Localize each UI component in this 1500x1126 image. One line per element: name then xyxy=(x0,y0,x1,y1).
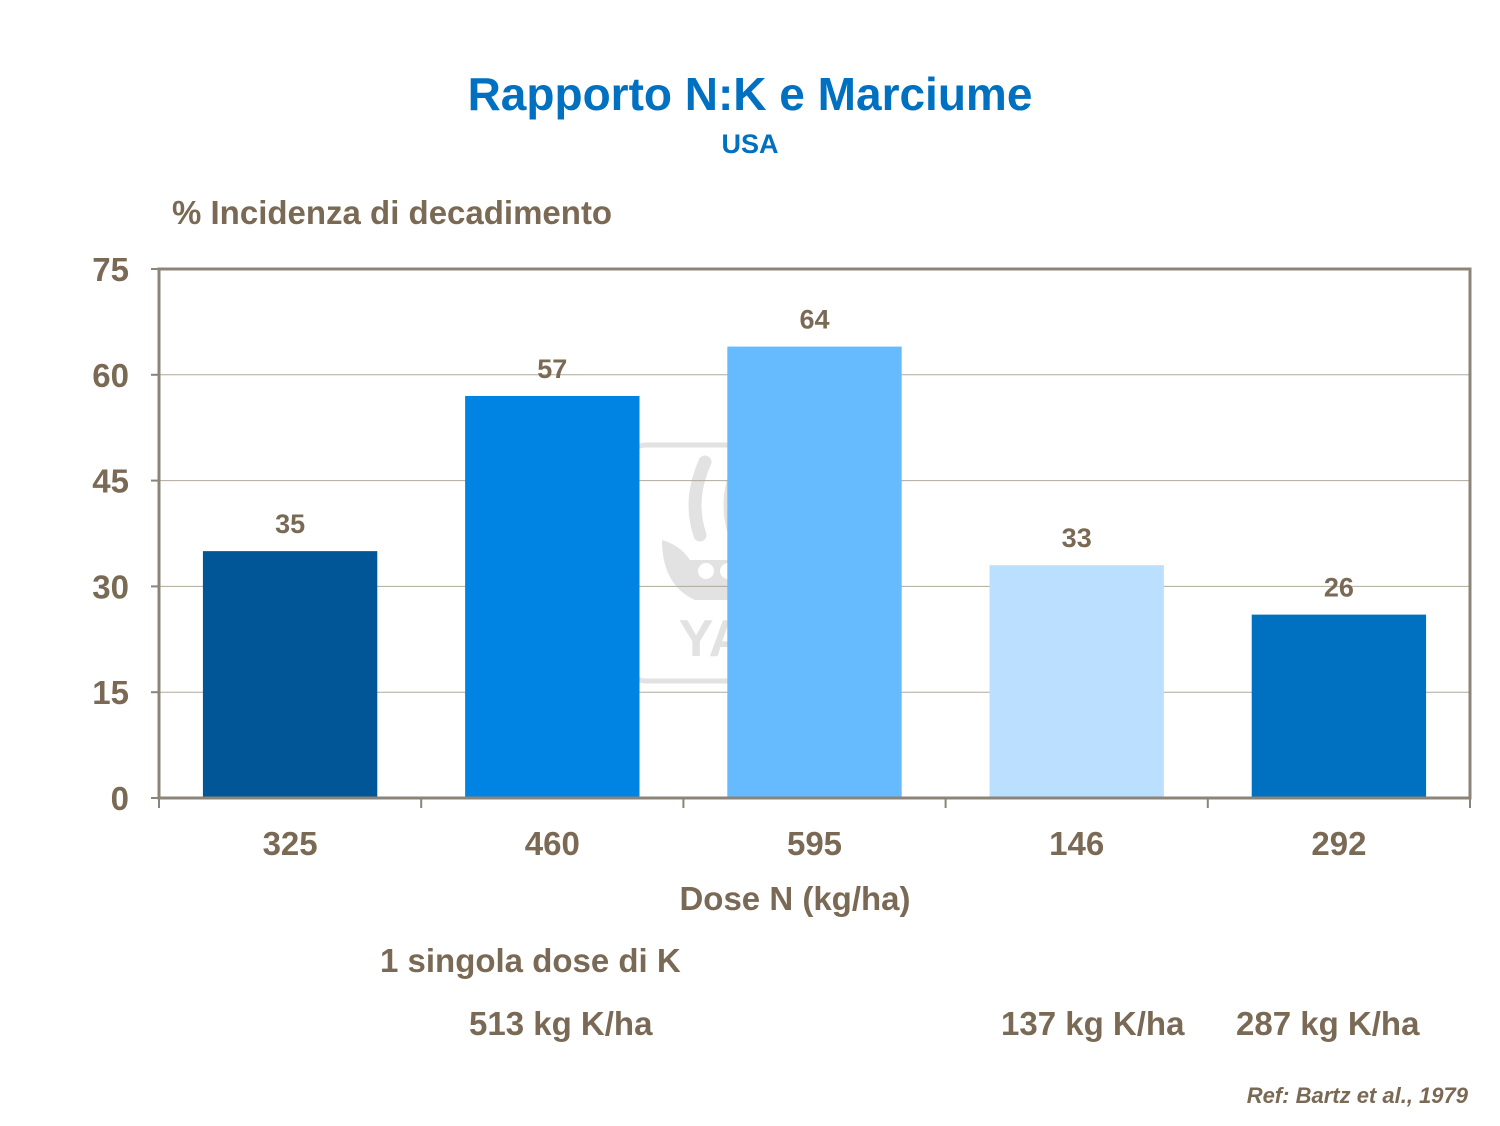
chart-title: Rapporto N:K e Marciume xyxy=(467,68,1033,120)
plot-frame xyxy=(157,267,1472,800)
watermark-shield xyxy=(698,563,714,579)
y-tick-label: 45 xyxy=(92,463,129,500)
x-tick-label-460: 460 xyxy=(525,825,580,862)
y-axis-label: % Incidenza di decadimento xyxy=(172,194,613,231)
y-tick-label: 75 xyxy=(92,251,129,288)
reference-note: Ref: Bartz et al., 1979 xyxy=(1246,1083,1468,1108)
data-label-146: 33 xyxy=(1062,523,1092,553)
axes xyxy=(157,267,1472,808)
data-label-292: 26 xyxy=(1324,573,1354,603)
bar-292 xyxy=(1251,614,1427,798)
y-tick-label: 0 xyxy=(111,780,129,817)
x-tick-label-325: 325 xyxy=(263,825,318,862)
bar-460 xyxy=(465,395,640,798)
data-label-325: 35 xyxy=(275,509,305,539)
bar-595 xyxy=(727,346,902,798)
y-tick-label: 30 xyxy=(92,568,129,605)
bar-146 xyxy=(989,565,1164,798)
x-tick-label-595: 595 xyxy=(787,825,842,862)
chart-subtitle: USA xyxy=(721,129,779,159)
bars xyxy=(202,346,1427,798)
y-tick-label: 60 xyxy=(92,357,129,394)
x-tick-labels: 325 460 595 146 292 xyxy=(263,825,1367,862)
note-k-513: 513 kg K/ha xyxy=(469,1005,653,1042)
note-k-287: 287 kg K/ha xyxy=(1236,1005,1420,1042)
x-axis-label: Dose N (kg/ha) xyxy=(679,880,910,917)
x-tick-label-146: 146 xyxy=(1049,825,1104,862)
note-single-dose: 1 singola dose di K xyxy=(380,942,681,979)
data-label-460: 57 xyxy=(537,354,567,384)
y-tick-labels: 0 15 30 45 60 75 xyxy=(92,251,129,817)
bar-325 xyxy=(202,551,378,798)
watermark-sail-1 xyxy=(688,455,712,542)
x-tick-label-292: 292 xyxy=(1311,825,1366,862)
y-tick-label: 15 xyxy=(92,674,129,711)
data-label-595: 64 xyxy=(799,305,829,335)
data-labels: 35 57 64 33 26 xyxy=(275,305,1354,603)
note-k-137: 137 kg K/ha xyxy=(1001,1005,1185,1042)
